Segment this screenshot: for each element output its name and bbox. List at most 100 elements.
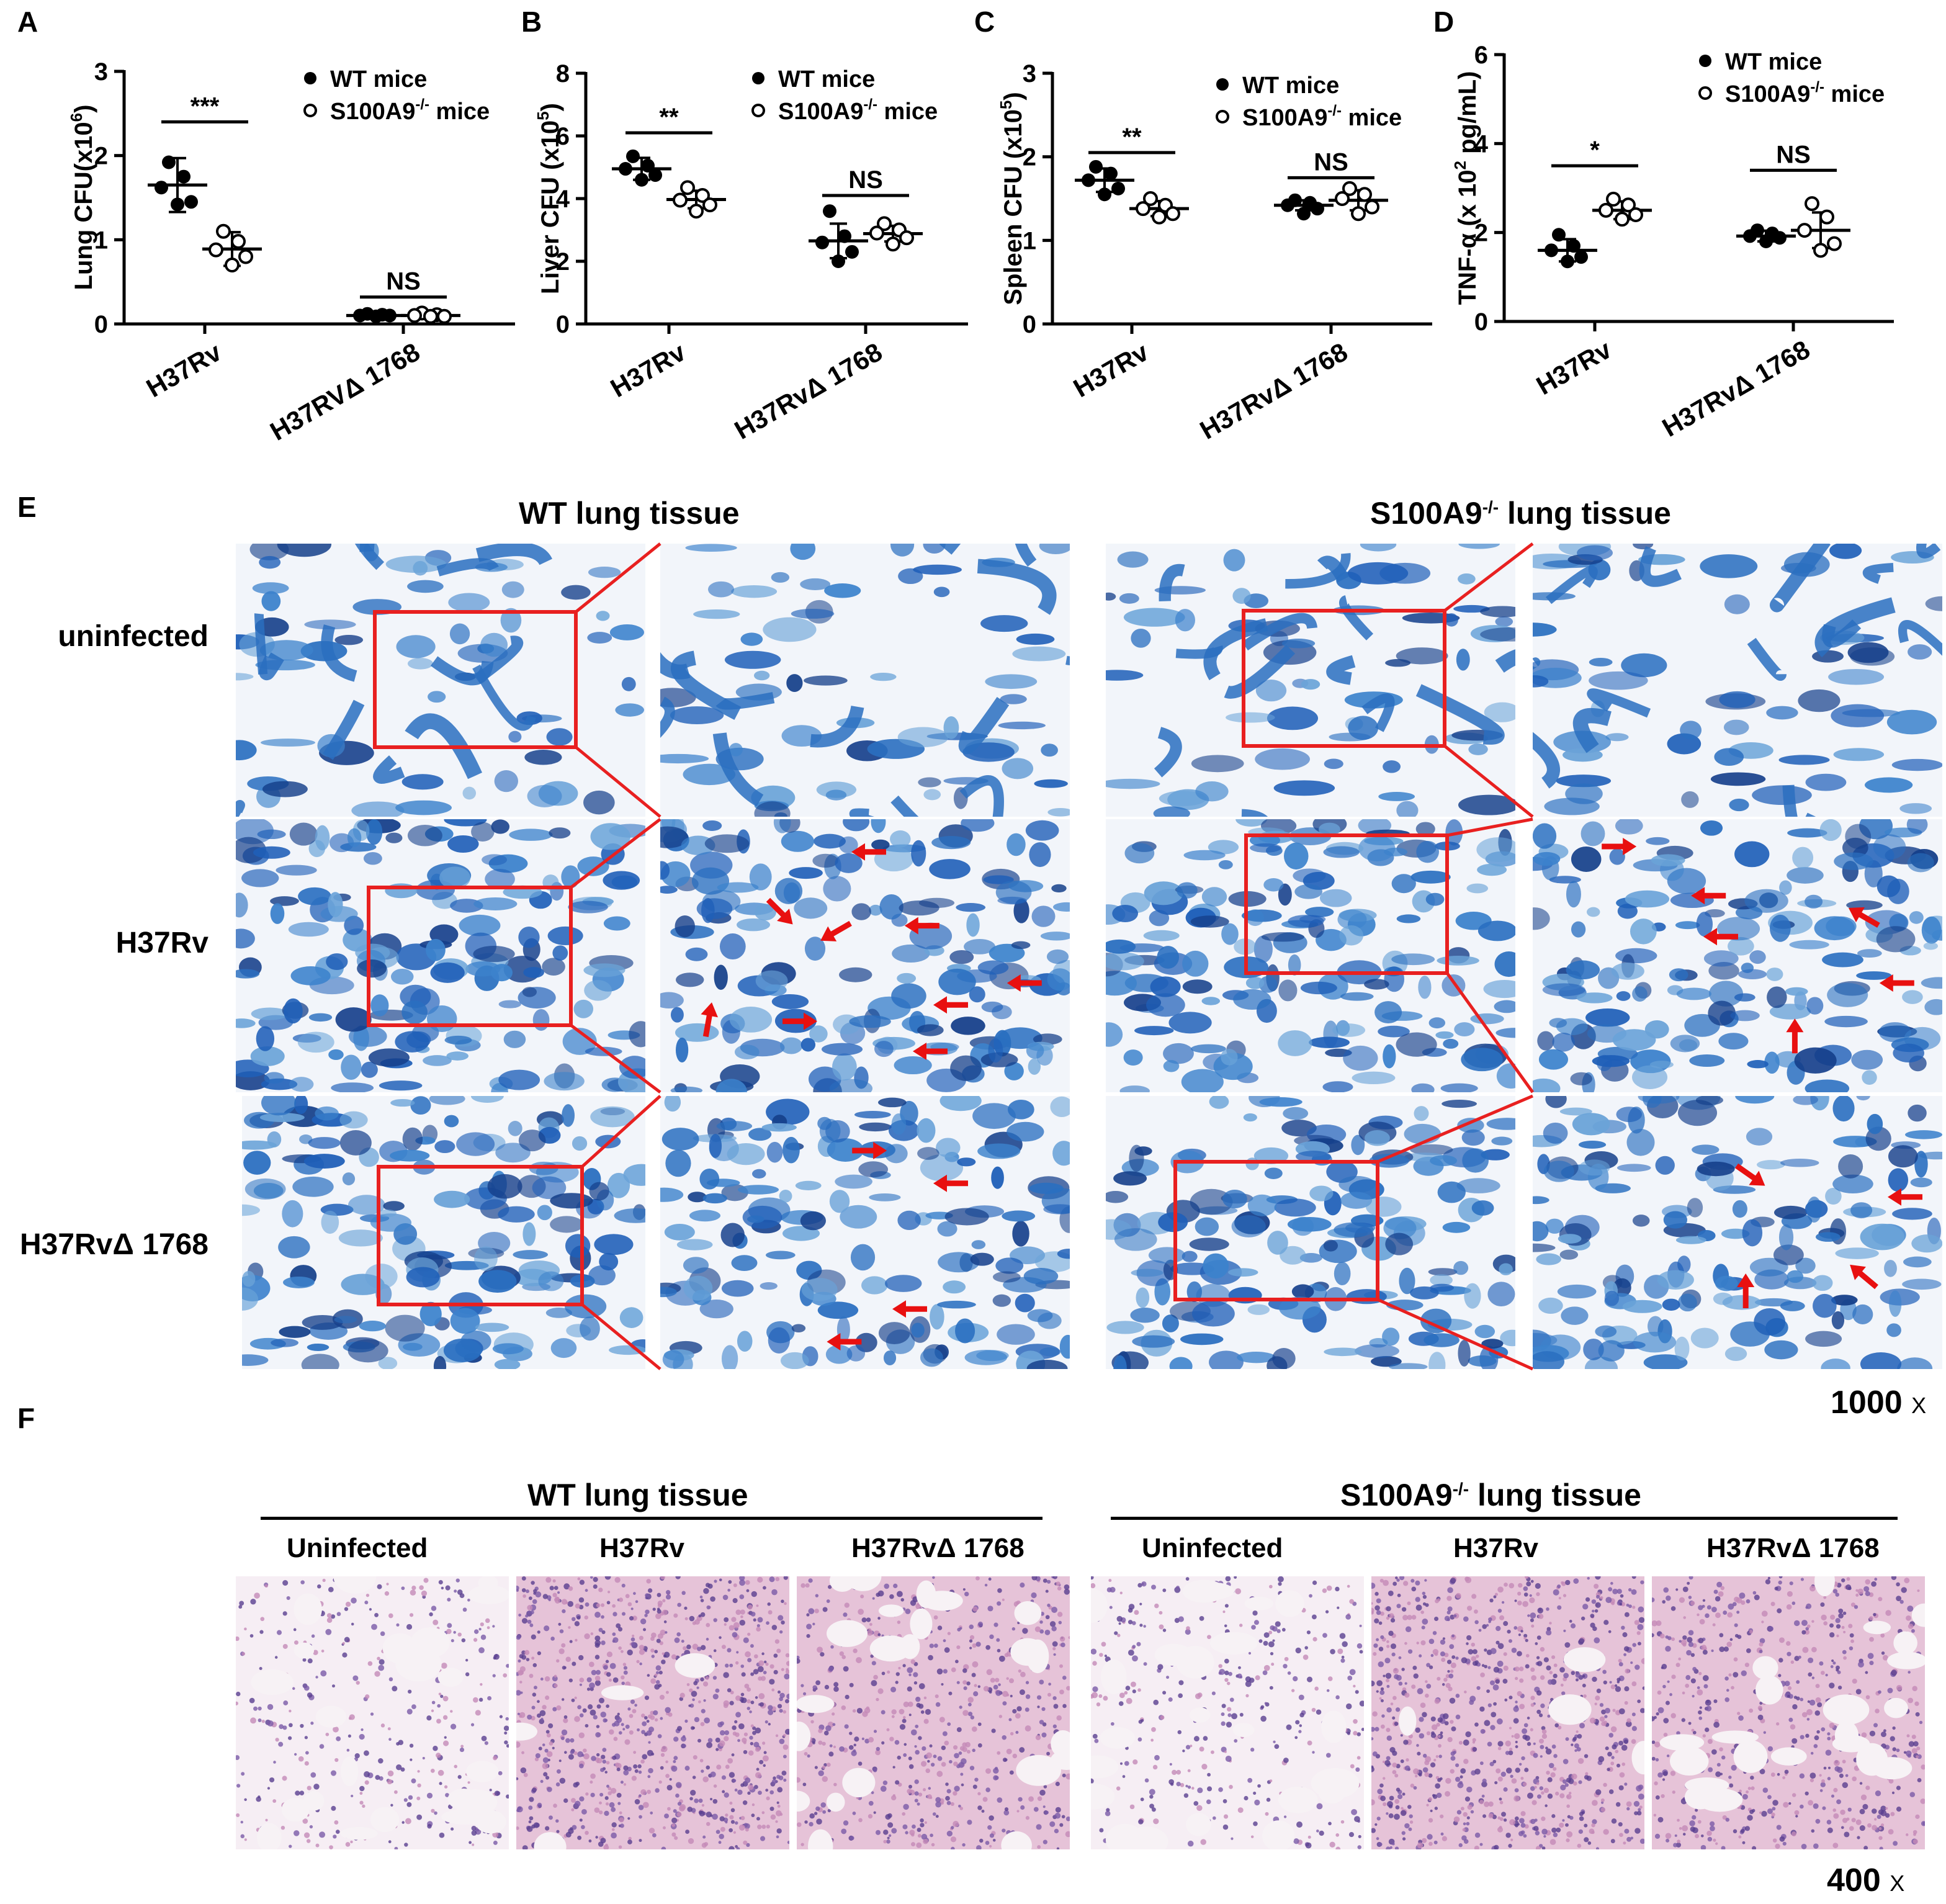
red-arrow-icon: [852, 1142, 887, 1159]
data-point-ko: [1805, 196, 1819, 212]
red-arrow-icon: [904, 917, 939, 935]
data-point-wt: [635, 173, 648, 187]
data-point-ko: [1621, 197, 1636, 213]
y-axis-title: Spleen CFU (x105): [997, 92, 1027, 305]
data-point-wt: [1297, 207, 1311, 221]
data-point-ko: [1827, 236, 1842, 251]
e-wt-uninfected-zoom: [660, 544, 1070, 817]
data-point-wt: [353, 308, 367, 323]
significance-label: *: [1590, 137, 1600, 164]
micrograph-texture: [242, 1096, 645, 1369]
legend-marker-ko: [751, 104, 765, 117]
e-wt-h37rv-overview: [236, 819, 645, 1092]
e-ko-h37rvd1768-zoom: [1533, 1096, 1942, 1369]
legend-marker-wt: [304, 72, 316, 84]
data-point-ko: [1136, 201, 1150, 217]
red-arrow-icon: [851, 843, 886, 861]
red-arrow-icon: [933, 996, 968, 1014]
y-tick-label: 4: [1474, 130, 1489, 158]
legend-marker-wt: [1699, 55, 1711, 67]
data-point-wt: [626, 149, 640, 163]
micrograph-texture: [660, 1096, 1070, 1369]
y-axis-title: Lung CFU(x106): [67, 105, 97, 290]
data-point-ko: [231, 234, 246, 249]
f-magnification: 400 X: [1827, 1862, 1904, 1899]
red-arrow-icon: [1703, 928, 1738, 946]
x-category-label: H37RVΔ 1768: [265, 337, 424, 446]
red-arrow-icon: [1786, 1018, 1804, 1054]
data-point-wt: [1089, 159, 1103, 174]
e-wt-title: WT lung tissue: [519, 496, 740, 531]
significance-label: NS: [386, 268, 421, 295]
chart-c: 0 1 2 3 H37Rv H37RvΔ 1768 Spleen CFU (x105) WT …: [997, 60, 1432, 445]
data-point-ko: [673, 192, 688, 208]
data-point-wt: [815, 235, 829, 249]
data-point-ko: [1335, 191, 1350, 206]
e-wt-h37rvd1768-overview: [242, 1096, 645, 1369]
micrograph-texture: [1106, 544, 1515, 817]
micrograph-texture: [236, 544, 645, 817]
data-point-ko: [423, 308, 438, 324]
data-point-wt: [1104, 166, 1118, 181]
data-point-wt: [1773, 231, 1787, 245]
x-category-label: H37RvΔ 1768: [1195, 337, 1353, 445]
f-col-label-3: H37RvΔ 1768: [851, 1533, 1025, 1563]
significance-label: **: [1122, 123, 1142, 151]
micrograph-texture: [1533, 544, 1942, 817]
red-arrow-icon: [933, 1174, 968, 1192]
y-tick-label: 8: [556, 60, 570, 88]
he-texture: [797, 1576, 1070, 1849]
legend: WT mice S100A9-/- mice: [1216, 73, 1402, 131]
data-point-ko: [1598, 202, 1613, 218]
red-arrow-icon: [827, 1333, 862, 1350]
data-point-wt: [832, 254, 845, 268]
f-ko-h37rv-image: [1371, 1576, 1644, 1849]
micrograph-texture: [660, 544, 1070, 817]
panel-letter-e: E: [17, 491, 37, 523]
data-point-ko: [1606, 191, 1621, 207]
legend-label-wt: WT mice: [330, 66, 427, 92]
x-category-label: H37RvΔ 1768: [730, 337, 887, 445]
data-point-wt: [1574, 250, 1588, 264]
red-arrow-icon: [1879, 974, 1914, 992]
e-ko-title-sup: -/-: [1482, 497, 1499, 517]
legend: WT mice S100A9-/- mice: [1698, 49, 1885, 107]
red-arrow-icon: [913, 1043, 948, 1060]
legend-marker-ko: [1216, 110, 1229, 123]
panel-letter-f: F: [17, 1402, 35, 1434]
f-ko-title-sup: -/-: [1452, 1479, 1469, 1499]
data-point-ko: [695, 187, 710, 203]
y-tick-label: 2: [556, 248, 570, 276]
e-ko-title-suffix: lung tissue: [1499, 496, 1671, 531]
data-point-ko: [1813, 243, 1828, 258]
charts-canvas: 0 1 2 3 H37Rv H37RVΔ 1768 Lung CFU(x106) WT mic…: [67, 42, 1894, 446]
data-point-wt: [838, 229, 851, 243]
micrograph-texture: [1533, 819, 1942, 1092]
x-category-label: H37Rv: [141, 337, 226, 403]
data-point-ko: [1351, 206, 1366, 222]
significance-label: NS: [848, 166, 883, 194]
y-tick-label: 0: [1023, 311, 1036, 338]
legend-label-ko: S100A9-/- mice: [330, 96, 490, 125]
micrograph-texture: [660, 819, 1070, 1092]
panel-letter-b: B: [521, 6, 542, 38]
he-texture: [1652, 1576, 1925, 1849]
f-wt-uninfected-image: [236, 1576, 509, 1849]
data-point-wt: [1561, 254, 1574, 269]
f-ko-uninfected-image: [1091, 1576, 1364, 1849]
data-point-ko: [877, 216, 892, 231]
y-axis-title: Liver CFU (x105): [534, 103, 564, 294]
red-arrow-icon: [1734, 1163, 1765, 1186]
e-ko-uninfected-overview: [1106, 544, 1515, 817]
legend-marker-wt: [1216, 78, 1229, 91]
e-wt-h37rvd1768-zoom: [660, 1096, 1070, 1369]
f-col-label-1: Uninfected: [287, 1533, 428, 1563]
data-point-ko: [680, 180, 695, 195]
data-point-ko: [899, 230, 914, 246]
data-point-ko: [689, 204, 704, 219]
significance-label: NS: [1776, 141, 1811, 168]
data-point-wt: [1111, 181, 1125, 195]
data-point-ko: [886, 236, 900, 252]
data-point-wt: [823, 204, 836, 218]
data-point-ko: [437, 308, 452, 324]
